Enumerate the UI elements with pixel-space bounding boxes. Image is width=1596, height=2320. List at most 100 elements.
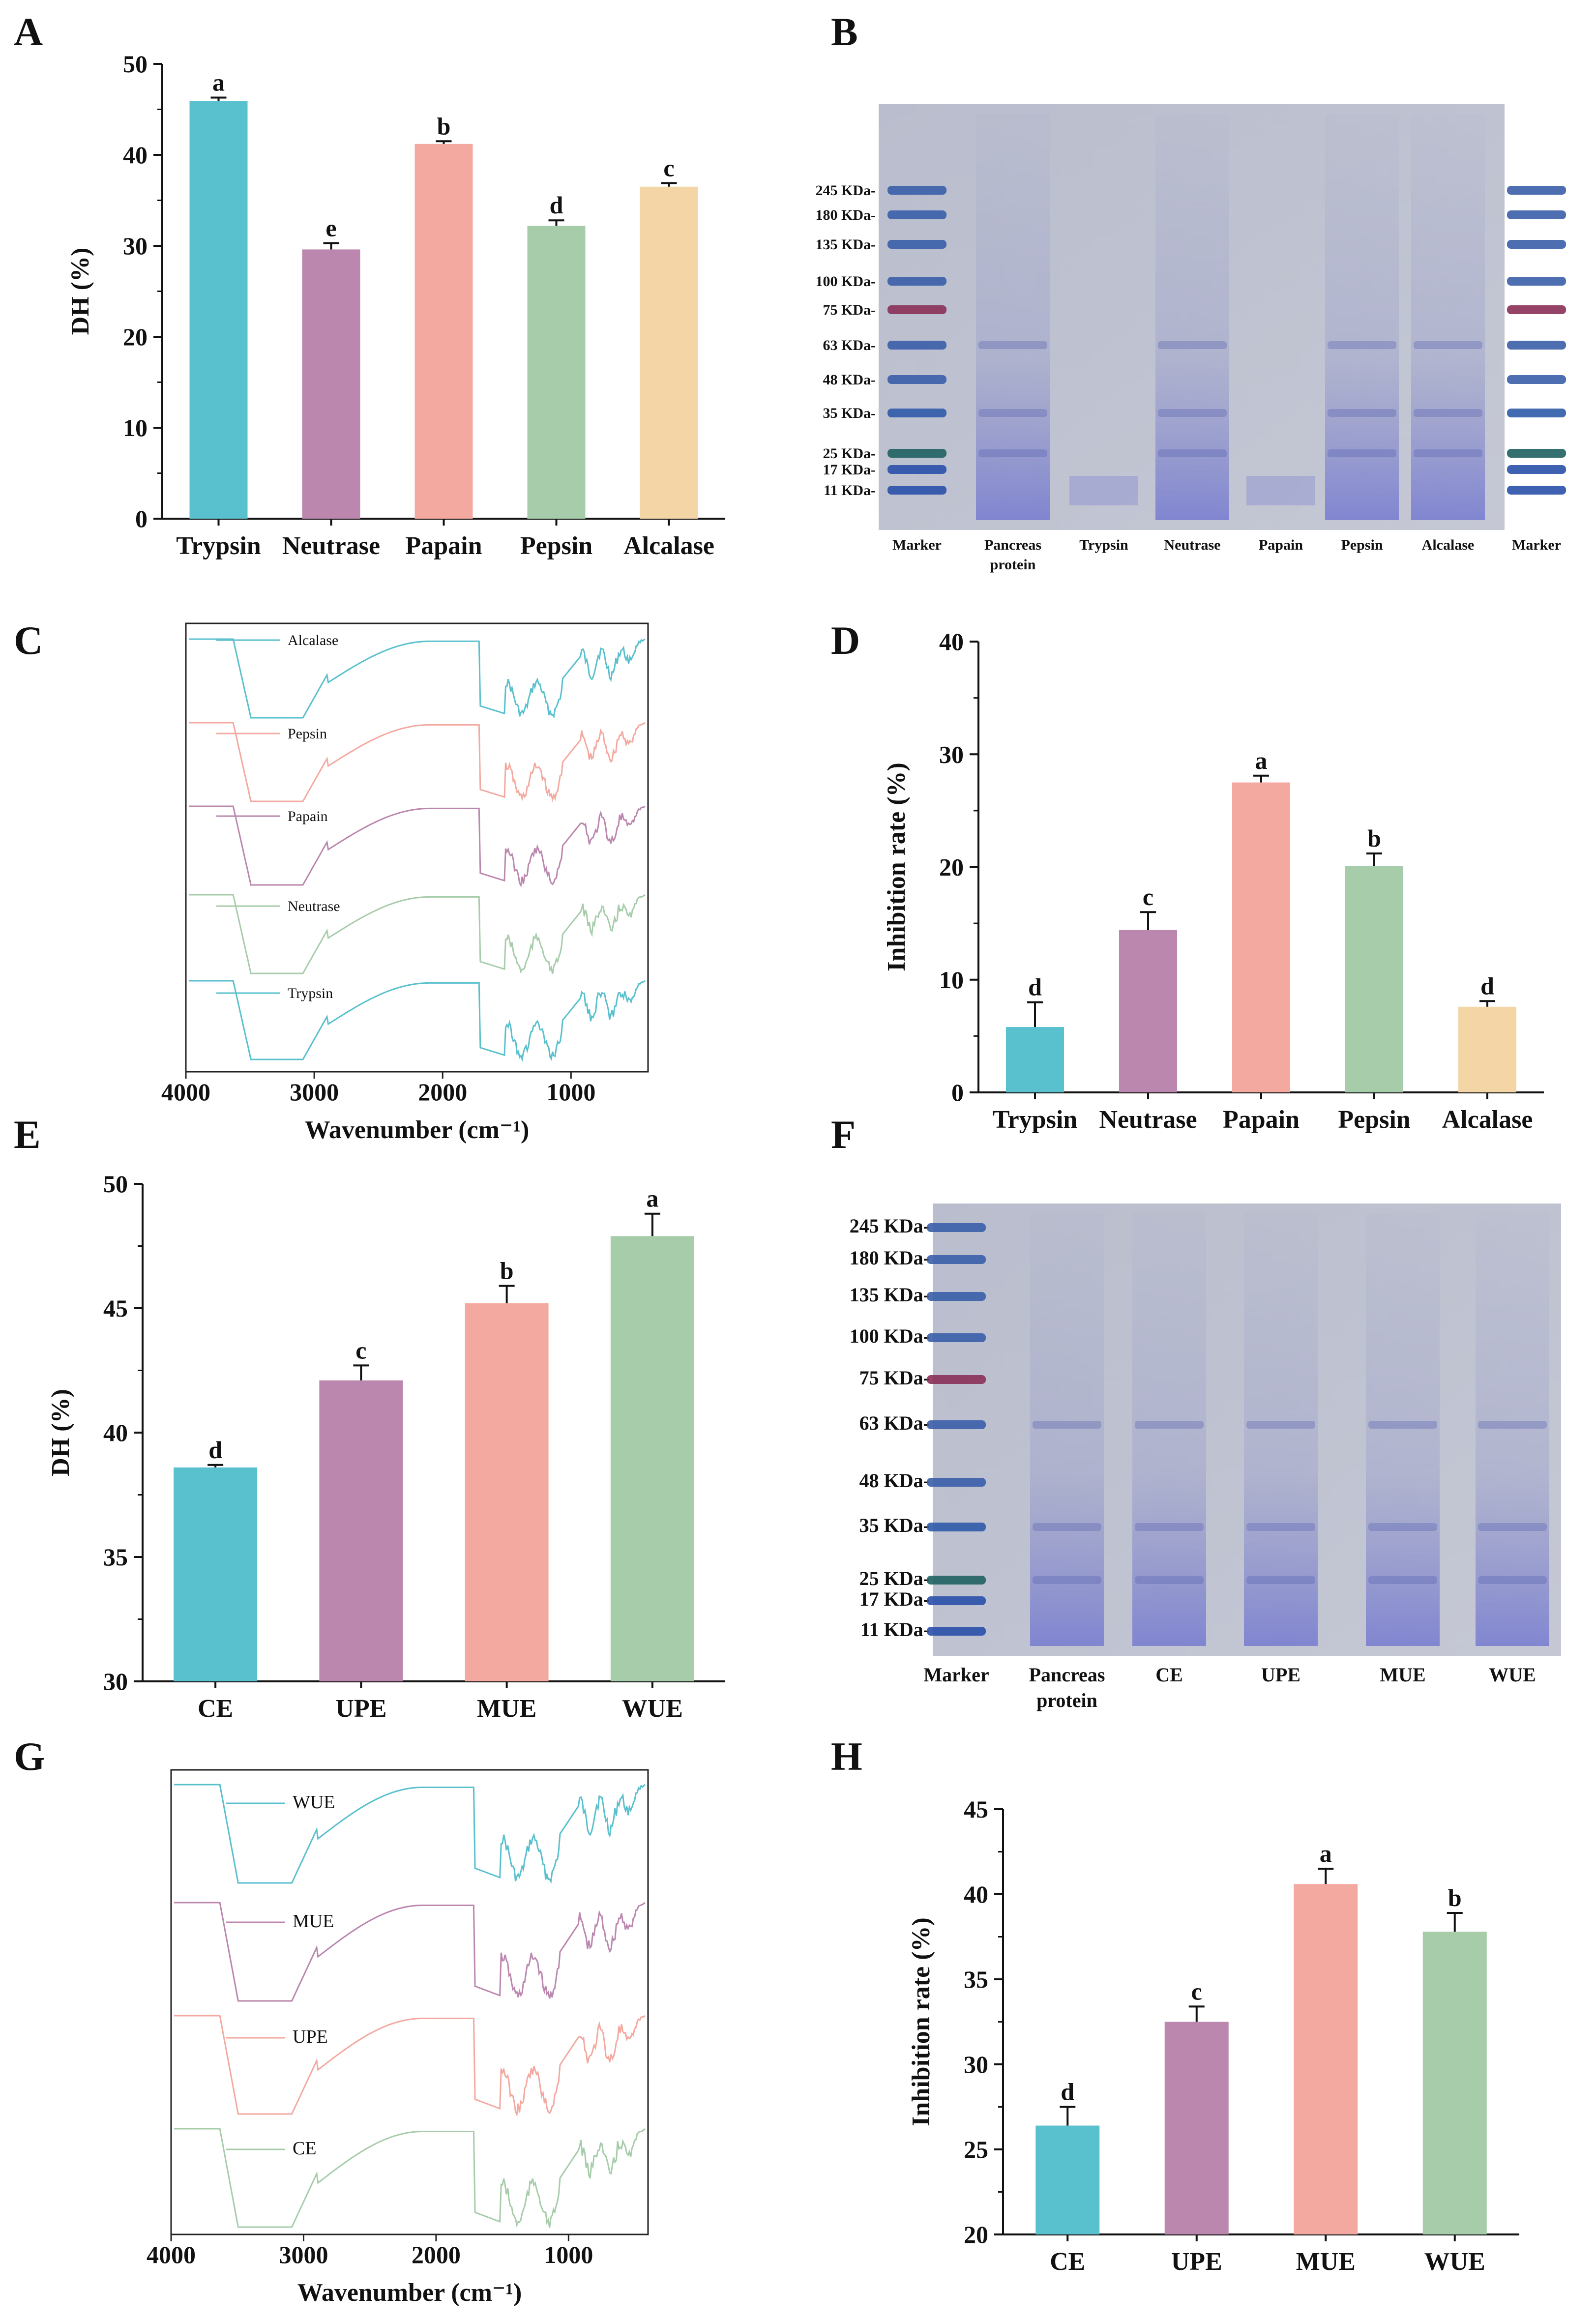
x-tick-label: WUE: [1424, 2248, 1485, 2276]
sample-smear: [1132, 1213, 1206, 1646]
gel-image-f: 245 KDa- 180 KDa- 135 KDa- 100 KDa- 75 KDa- 6…: [850, 1204, 1561, 1711]
bar-pepsin: [1345, 866, 1403, 1092]
x-tick-label: Papain: [405, 532, 482, 560]
sample-smear: [1325, 114, 1399, 520]
x-tick-label: MUE: [477, 1695, 536, 1723]
y-axis-label: DH (%): [66, 248, 94, 335]
marker-label: 75 KDa-: [859, 1367, 930, 1389]
bar-neutrase: [1119, 930, 1177, 1092]
x-tick-label: 1000: [544, 2241, 593, 2268]
marker-label: 17 KDa-: [823, 462, 876, 478]
significance-letter: a: [646, 1185, 658, 1212]
lane-label: MUE: [1380, 1664, 1425, 1686]
sample-smear: [1244, 1213, 1318, 1646]
marker-band: [1507, 186, 1566, 195]
lane-label: Trypsin: [1079, 537, 1128, 553]
bar-papain: [1232, 782, 1290, 1092]
marker-band: [1507, 465, 1566, 474]
y-tick-label: 30: [123, 232, 148, 260]
spectrum-mue: [174, 1902, 646, 2002]
x-tick-label: Pepsin: [1338, 1106, 1410, 1134]
bar-upe: [1164, 2022, 1229, 2234]
marker-band: [887, 486, 946, 495]
significance-letter: d: [208, 1436, 222, 1464]
marker-label: 100 KDa-: [850, 1325, 930, 1347]
significance-letter: d: [1061, 2078, 1074, 2106]
bar-alcalase: [640, 186, 698, 519]
marker-label: 135 KDa-: [816, 236, 876, 253]
sample-band: [1368, 1523, 1437, 1531]
sample-band: [1328, 449, 1396, 457]
x-tick-label: MUE: [1296, 2248, 1356, 2276]
x-tick-label: 2000: [418, 1078, 467, 1106]
panel-label-a: A: [14, 9, 43, 54]
marker-band: [887, 210, 946, 219]
legend-label: Papain: [288, 808, 328, 824]
sample-band: [1246, 1576, 1315, 1584]
marker-label: 180 KDa-: [850, 1247, 930, 1269]
lane-label: Marker: [1512, 537, 1561, 553]
x-tick-label: 1000: [546, 1078, 595, 1106]
lane-label: CE: [1155, 1664, 1183, 1686]
lane-label: Neutrase: [1164, 537, 1221, 553]
marker-band: [927, 1375, 986, 1384]
bar-chart-d: 0 10 20 30 40 Inhibition rate (%) d Trypsin c Neu…: [883, 628, 1544, 1134]
panel-label-g: G: [14, 1734, 45, 1779]
y-axis-label: Inhibition rate (%): [883, 763, 911, 971]
lane-label: Marker: [923, 1664, 989, 1686]
panel-label-b: B: [831, 9, 858, 54]
legend-label: Alcalase: [288, 632, 338, 648]
y-tick-label: 45: [103, 1294, 128, 1322]
panel-label-e: E: [14, 1112, 41, 1157]
legend-label: Trypsin: [288, 985, 333, 1001]
y-tick-label: 0: [135, 505, 148, 532]
plot-frame: [185, 622, 649, 1073]
bar-mue: [465, 1303, 549, 1681]
bar-wue: [610, 1236, 694, 1681]
x-axis-label: Wavenumber (cm⁻¹): [297, 2279, 522, 2307]
significance-letter: d: [1028, 973, 1042, 1001]
bar-pepsin: [527, 226, 586, 519]
x-tick-label: Trypsin: [993, 1106, 1078, 1134]
marker-label: 180 KDa-: [816, 207, 876, 223]
x-tick-label: 4000: [161, 1078, 210, 1106]
sample-smear: [1411, 114, 1485, 520]
spectrum-papain: [189, 805, 646, 887]
y-tick-label: 25: [964, 2136, 988, 2163]
bar-neutrase: [302, 249, 360, 519]
marker-label: 11 KDa-: [860, 1618, 930, 1641]
x-axis-label: Wavenumber (cm⁻¹): [305, 1116, 530, 1144]
x-tick-label: UPE: [1171, 2248, 1222, 2276]
x-tick-label: Neutrase: [1099, 1106, 1197, 1134]
x-tick-label: WUE: [622, 1695, 683, 1723]
x-tick-label: Papain: [1223, 1106, 1300, 1134]
marker-band: [927, 1255, 986, 1264]
marker-band: [927, 1223, 986, 1232]
sample-band: [1033, 1576, 1101, 1584]
marker-band: [1507, 486, 1566, 495]
lane-label: protein: [990, 557, 1036, 573]
y-tick-label: 20: [964, 2221, 988, 2248]
spectrum-pepsin: [189, 722, 646, 802]
bar-papain: [414, 144, 473, 519]
significance-letter: c: [663, 154, 674, 181]
y-tick-label: 10: [939, 966, 964, 994]
lane-label: Pancreas: [984, 537, 1041, 553]
panel-label-h: H: [831, 1734, 862, 1779]
sample-smear: [1069, 476, 1138, 505]
x-tick-label: CE: [198, 1695, 233, 1723]
sample-band: [1246, 1421, 1315, 1429]
bar-trypsin: [189, 101, 248, 519]
y-axis-label: Inhibition rate (%): [907, 1917, 935, 2126]
marker-band: [927, 1596, 986, 1605]
bar-chart-h: 20 25 30 35 40 45 Inhibition rate (%) d CE c UPE a M…: [907, 1795, 1519, 2276]
y-tick-label: 50: [103, 1170, 128, 1198]
y-tick-label: 35: [964, 1966, 988, 1993]
y-tick-label: 20: [939, 853, 964, 881]
marker-band: [887, 277, 946, 286]
sample-smear: [1155, 114, 1229, 520]
significance-letter: c: [1191, 1977, 1202, 2005]
legend-label: MUE: [293, 1911, 334, 1932]
significance-letter: a: [1255, 747, 1268, 774]
